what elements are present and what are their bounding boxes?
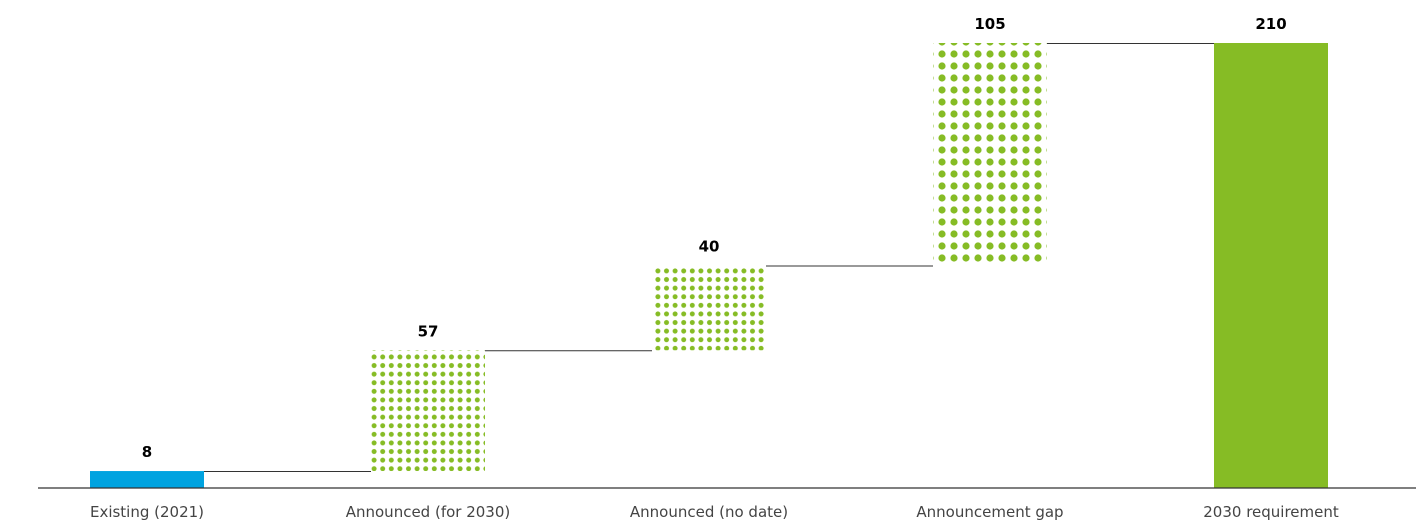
x-tick-label-announced-for-2030: Announced (for 2030)	[346, 503, 511, 521]
value-labels: 8 57 40 105 210	[142, 15, 1287, 461]
x-tick-label-2030-requirement: 2030 requirement	[1203, 503, 1339, 521]
x-tick-labels: Existing (2021) Announced (for 2030) Annou…	[90, 503, 1339, 521]
bars-group	[90, 43, 1328, 488]
value-label-announced-no-date: 40	[699, 238, 720, 256]
x-tick-label-announced-no-date: Announced (no date)	[630, 503, 788, 521]
connector-lines	[204, 43, 1214, 473]
bar-existing-2021	[90, 471, 204, 488]
bar-announced-no-date	[652, 265, 766, 351]
bar-announcement-gap	[933, 43, 1047, 266]
x-tick-label-existing-2021: Existing (2021)	[90, 503, 204, 521]
bar-announced-for-2030	[371, 350, 485, 472]
value-label-announced-for-2030: 57	[418, 322, 439, 340]
value-label-existing-2021: 8	[142, 443, 152, 461]
bar-2030-requirement	[1214, 43, 1328, 488]
x-tick-label-announcement-gap: Announcement gap	[916, 503, 1063, 521]
value-label-announcement-gap: 105	[974, 15, 1005, 33]
value-label-2030-requirement: 210	[1255, 15, 1286, 33]
